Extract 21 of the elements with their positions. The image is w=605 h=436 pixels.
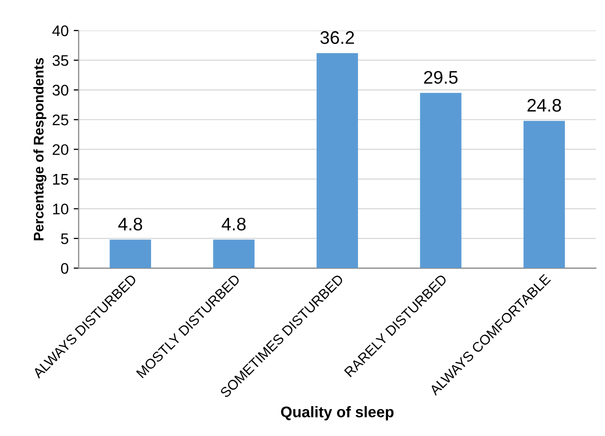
data-label: 4.8 [118,218,142,230]
y-tick-label: 5 [61,233,68,244]
y-tick-label: 30 [52,84,68,96]
data-label: 24.8 [528,98,561,112]
bar [524,120,565,268]
y-tick-label: 10 [53,204,68,214]
x-axis-title: Quality of sleep [281,406,394,420]
bar [420,92,462,268]
bar [316,53,358,268]
y-tick-label: 20 [52,144,68,156]
y-tick-label: 25 [52,114,68,126]
y-axis-title: Percentage of Respondents [33,58,46,240]
y-tick-label: 40 [52,25,68,36]
y-tick-label: 15 [53,174,68,185]
y-tick-label: 0 [61,263,68,274]
data-label: 36.2 [320,31,354,44]
y-tick-label: 35 [52,55,68,66]
data-label: 29.5 [424,70,458,84]
bar [110,240,152,268]
bar [213,240,255,268]
data-label: 4.8 [222,218,246,230]
